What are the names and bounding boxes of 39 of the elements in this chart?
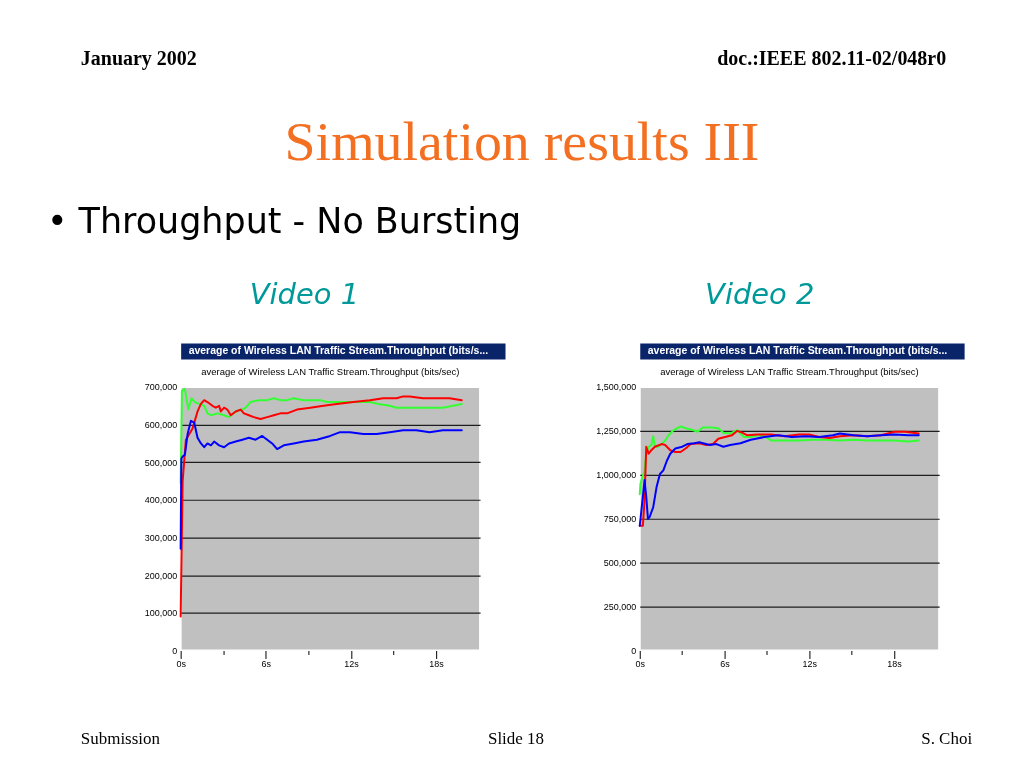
y-tick-label: 1,000,000 bbox=[596, 470, 637, 481]
text: doc.:IEEE 802.11-02/048r0 bbox=[717, 46, 947, 69]
text: Submission bbox=[80, 729, 161, 749]
chart-subtitle: average of Wireless LAN Traffic Stream.Throughput (bits/sec) bbox=[660, 365, 919, 377]
y-tick-label: 250,000 bbox=[603, 602, 637, 613]
text: January 2002 bbox=[80, 46, 197, 70]
line-series bbox=[179, 419, 463, 550]
y-tick-label: 0 bbox=[172, 645, 178, 656]
chart-title: Video 2 bbox=[705, 276, 815, 311]
y-tick-label: 500,000 bbox=[603, 558, 637, 569]
y-tick-label: 700,000 bbox=[144, 382, 178, 393]
x-tick-label: 6s bbox=[261, 658, 272, 669]
y-tick-label: 100,000 bbox=[144, 608, 178, 619]
text: Slide 18 bbox=[487, 729, 545, 749]
y-tick-label: 750,000 bbox=[603, 514, 637, 525]
y-tick-label: 200,000 bbox=[144, 570, 178, 581]
x-tick-label: 18s bbox=[887, 658, 903, 669]
x-tick-label: 18s bbox=[429, 658, 445, 669]
text: average of Wireless LAN Traffic Stream.Throughput (bits/s... bbox=[188, 345, 489, 357]
chart-subtitle: average of Wireless LAN Traffic Stream.Throughput (bits/sec) bbox=[201, 365, 460, 377]
text: Simulation results III bbox=[284, 110, 760, 173]
x-tick-label: 0s bbox=[176, 658, 187, 669]
y-tick-label: 500,000 bbox=[144, 457, 178, 468]
x-tick-label: 12s bbox=[802, 658, 818, 669]
line-series bbox=[638, 425, 920, 496]
x-tick-label: 12s bbox=[344, 658, 360, 669]
text: • Throughput - No Bursting bbox=[46, 201, 522, 242]
x-tick-label: 0s bbox=[635, 658, 646, 669]
y-tick-label: 0 bbox=[631, 645, 637, 656]
y-tick-label: 600,000 bbox=[144, 420, 178, 431]
chart-title: Video 1 bbox=[249, 276, 360, 311]
y-tick-label: 1,500,000 bbox=[596, 382, 637, 393]
y-tick-label: 400,000 bbox=[144, 495, 178, 506]
text: S. Choi bbox=[921, 729, 973, 749]
y-tick-label: 1,250,000 bbox=[596, 426, 637, 437]
line-series bbox=[179, 395, 463, 618]
text: average of Wireless LAN Traffic Stream.Throughput (bits/s... bbox=[647, 345, 948, 357]
y-tick-label: 300,000 bbox=[144, 533, 178, 544]
x-tick-label: 6s bbox=[720, 658, 731, 669]
